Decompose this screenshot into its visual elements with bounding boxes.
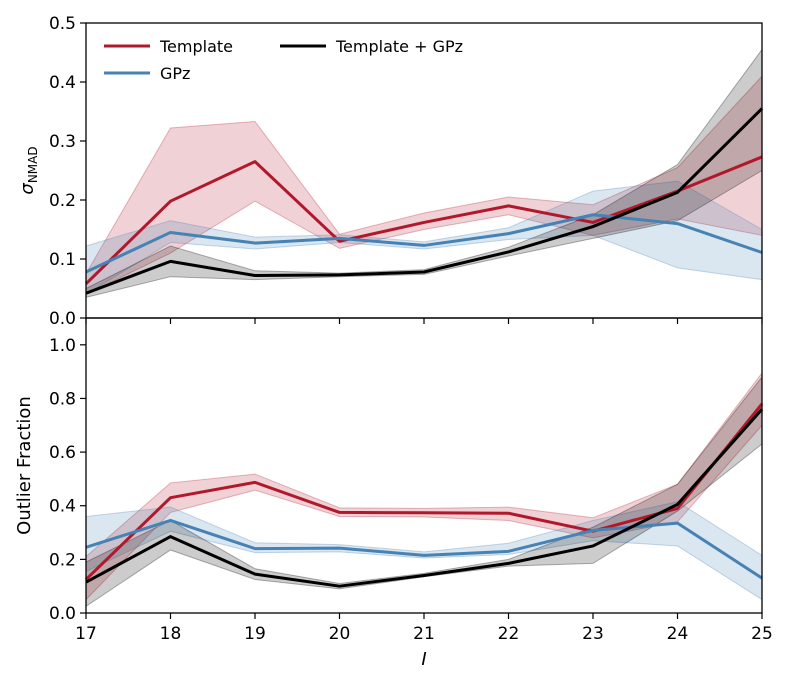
xtick-label: 21 xyxy=(413,624,435,644)
xtick-label: 22 xyxy=(498,624,520,644)
top-line-gpz xyxy=(85,213,763,274)
legend-label-template: Template xyxy=(159,37,233,56)
legend-label-gpz: GPz xyxy=(160,64,190,83)
top-ytick-label: 0.3 xyxy=(49,132,76,152)
bottom-ytick-label: 0.2 xyxy=(49,550,76,570)
top-ytick-label: 0.4 xyxy=(49,73,76,93)
legend-label-template-gpz: Template + GPz xyxy=(335,37,463,56)
bottom-axes-frame xyxy=(85,317,763,614)
y-axis-title-sigma-nmad: σNMAD xyxy=(17,146,40,194)
top-line-template-gpz xyxy=(85,107,764,295)
xtick-label: 18 xyxy=(160,624,182,644)
xtick-label: 17 xyxy=(75,624,97,644)
bottom-line-template xyxy=(84,402,764,581)
xtick-label: 20 xyxy=(329,624,351,644)
xtick-label: 25 xyxy=(751,624,773,644)
top-ytick-label: 0.5 xyxy=(49,14,76,34)
bottom-ytick-label: 0.4 xyxy=(49,497,76,517)
legend: Template GPz Template + GPz xyxy=(104,37,463,83)
top-ytick-label: 0.1 xyxy=(49,250,76,270)
x-axis-title: I xyxy=(421,649,426,670)
top-ytick-label: 0.2 xyxy=(49,191,76,211)
xtick-label: 24 xyxy=(667,624,689,644)
bottom-ytick-label: 0.6 xyxy=(49,443,76,463)
y-axis-title-outlier-fraction: Outlier Fraction xyxy=(14,396,35,535)
bottom-ytick-label: 0.8 xyxy=(49,389,76,409)
top-ytick-label: 0.0 xyxy=(49,309,76,329)
top-line-template xyxy=(84,155,763,285)
bottom-line-template-gpz xyxy=(85,408,764,588)
xtick-label: 19 xyxy=(244,624,266,644)
bottom-band-template xyxy=(85,371,763,601)
bottom-ytick-label: 0.0 xyxy=(49,604,76,624)
sigma-nmad-panel: 0.0 0.1 0.2 0.3 0.4 0.5 σNMAD xyxy=(17,14,764,329)
bottom-line-gpz xyxy=(85,518,763,580)
xtick-label: 23 xyxy=(582,624,604,644)
bottom-ytick-label: 1.0 xyxy=(49,336,76,356)
outlier-fraction-panel: 0.0 0.2 0.4 0.6 0.8 1.0 17 18 19 20 21 22 23 24 25 I Out… xyxy=(14,317,773,670)
